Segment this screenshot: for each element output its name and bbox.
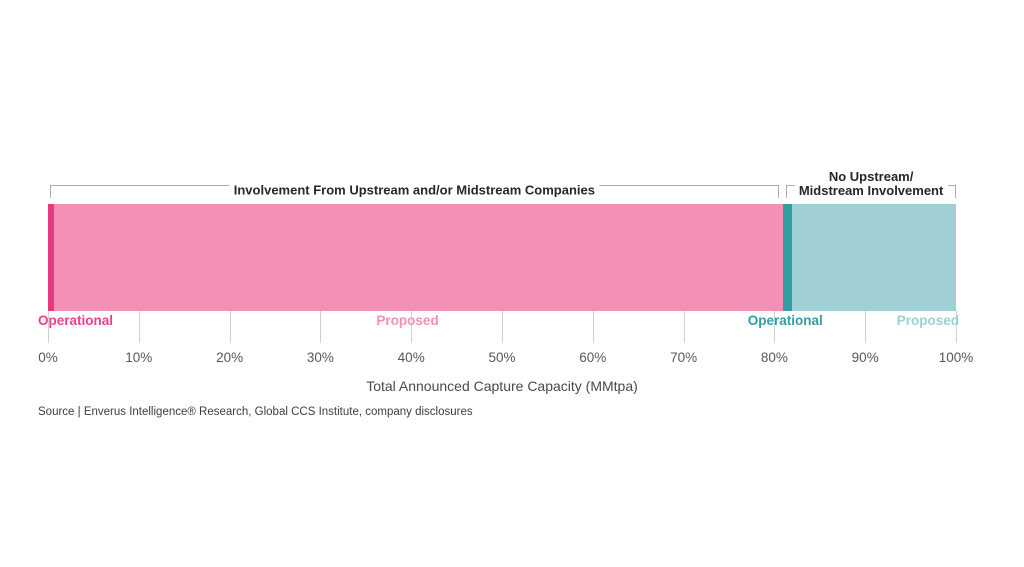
bracket-label-1: Involvement From Upstream and/or Midstre… — [229, 182, 599, 198]
bar-segment-involvement-proposed — [54, 204, 784, 311]
series-label-proposed-2: Proposed — [376, 313, 439, 328]
bracket-label-text: No Upstream/ — [828, 169, 914, 184]
x-tick-label-0: 0% — [38, 350, 58, 365]
bar-segment-involvement-operational — [48, 204, 55, 311]
bracket-label-text: Involvement From Upstream and/or Midstre… — [233, 182, 595, 198]
x-tick-0 — [48, 311, 49, 343]
bracket-1: Involvement From Upstream and/or Midstre… — [49, 182, 779, 198]
source-attribution: Source | Enverus Intelligence® Research,… — [38, 406, 473, 418]
bar-segment-no-proposed — [791, 204, 956, 311]
x-tick-10 — [138, 311, 140, 343]
x-tick-label-80: 80% — [760, 350, 788, 365]
x-tick-60 — [592, 311, 594, 343]
x-tick-label-30: 30% — [306, 350, 334, 365]
x-tick-90 — [865, 311, 867, 343]
plot-area: Involvement From Upstream and/or Midstre… — [38, 0, 973, 567]
x-tick-70 — [683, 311, 685, 343]
x-axis-title: Total Announced Capture Capacity (MMtpa) — [366, 378, 638, 394]
bar-segment-no-operational — [783, 204, 792, 311]
series-label-operational-1: Operational — [38, 313, 114, 328]
x-tick-label-70: 70% — [670, 350, 698, 365]
series-label-proposed-4: Proposed — [896, 313, 959, 328]
x-tick-30 — [320, 311, 322, 343]
x-tick-50 — [502, 311, 503, 343]
x-tick-label-50: 50% — [488, 350, 516, 365]
stacked-bar — [48, 204, 956, 311]
bracket-label-2: No Upstream/Midstream Involvement — [794, 169, 948, 198]
x-tick-label-10: 10% — [125, 350, 153, 365]
x-tick-100 — [956, 311, 957, 343]
x-tick-label-90: 90% — [851, 350, 879, 365]
x-tick-40 — [411, 311, 413, 343]
bracket-label-text: Midstream Involvement — [798, 182, 944, 198]
x-tick-label-100: 100% — [938, 350, 974, 365]
x-tick-20 — [229, 311, 231, 343]
x-tick-label-20: 20% — [216, 350, 244, 365]
series-label-operational-3: Operational — [747, 313, 823, 328]
x-tick-label-60: 60% — [579, 350, 607, 365]
x-tick-80 — [774, 311, 776, 343]
x-tick-label-40: 40% — [397, 350, 425, 365]
bracket-2: No Upstream/Midstream Involvement — [786, 170, 956, 198]
